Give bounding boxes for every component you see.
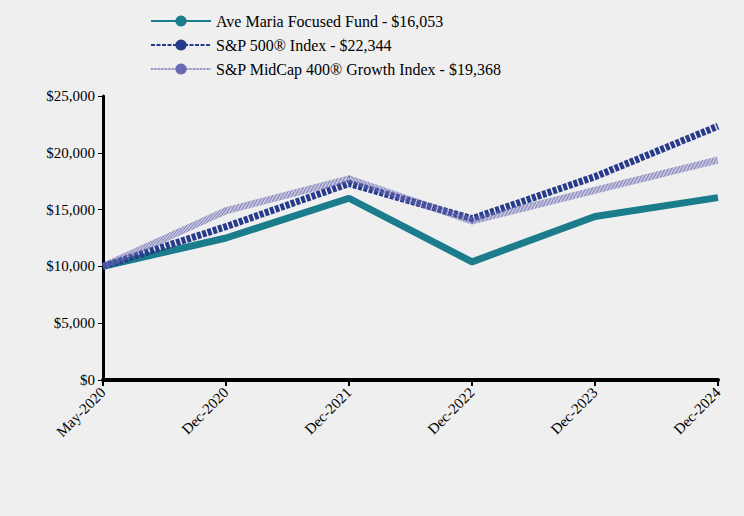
svg-text:S&P 500® Index - $22,344: S&P 500® Index - $22,344	[216, 37, 392, 54]
svg-text:$25,000: $25,000	[46, 88, 95, 104]
svg-text:Dec-2024: Dec-2024	[671, 384, 724, 437]
svg-text:S&P MidCap 400® Growth Index -: S&P MidCap 400® Growth Index - $19,368	[216, 61, 501, 79]
svg-text:$5,000: $5,000	[54, 315, 95, 331]
svg-text:Ave Maria Focused Fund - $16,0: Ave Maria Focused Fund - $16,053	[216, 13, 443, 30]
svg-text:Dec-2023: Dec-2023	[548, 384, 601, 437]
svg-text:Dec-2020: Dec-2020	[179, 384, 232, 437]
svg-text:May-2020: May-2020	[53, 384, 108, 439]
svg-text:$0: $0	[80, 372, 95, 388]
svg-text:$20,000: $20,000	[46, 145, 95, 161]
svg-text:Dec-2021: Dec-2021	[302, 384, 355, 437]
svg-text:Dec-2022: Dec-2022	[425, 384, 478, 437]
svg-text:$15,000: $15,000	[46, 202, 95, 218]
svg-text:$10,000: $10,000	[46, 258, 95, 274]
